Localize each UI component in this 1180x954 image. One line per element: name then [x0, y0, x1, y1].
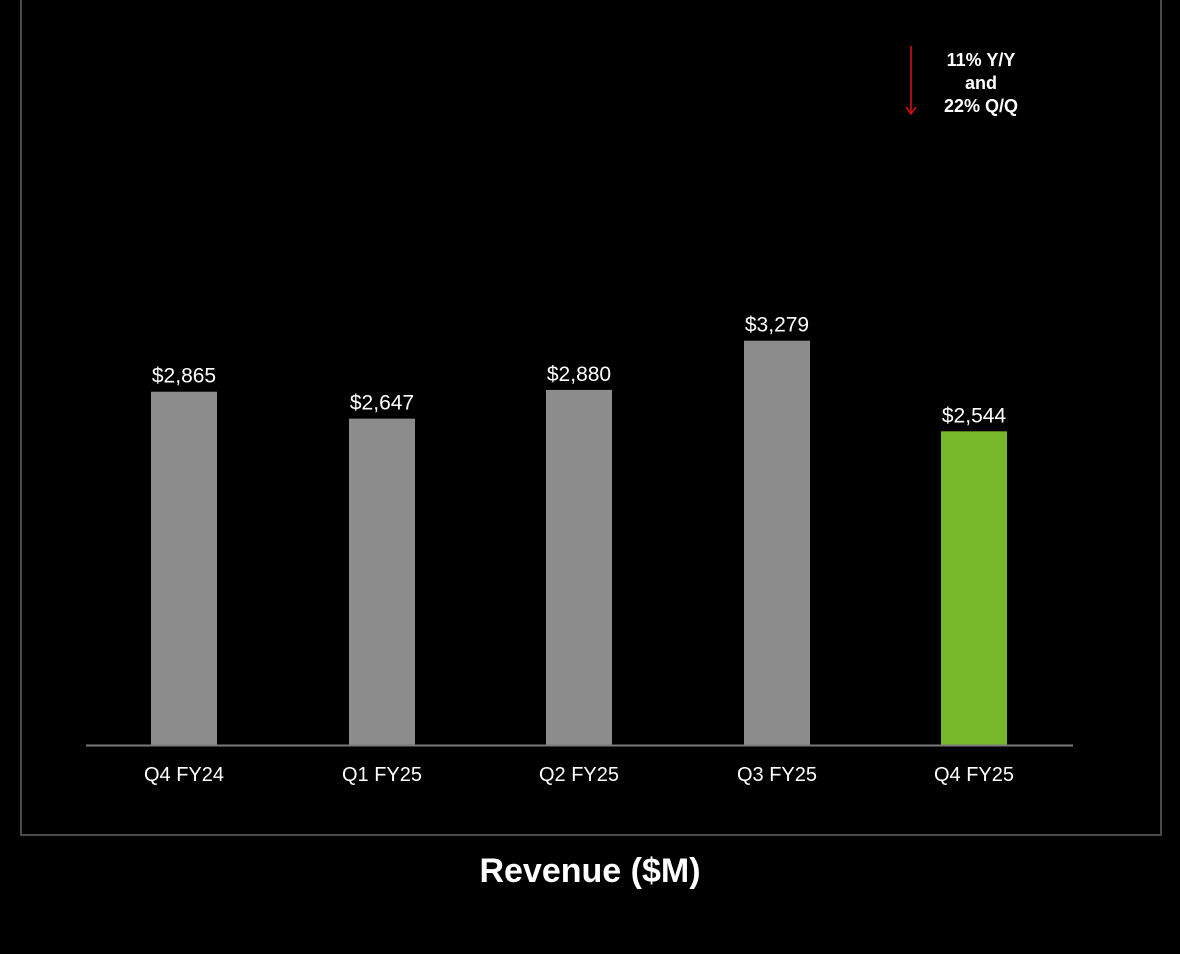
data-label: $2,544 [942, 404, 1007, 427]
bar-q4-fy24 [151, 391, 217, 745]
chart-title: Revenue ($M) [479, 852, 701, 890]
x-tick-label: Q2 FY25 [539, 764, 619, 786]
callout-line-2: and [965, 73, 997, 93]
callout-line-3: 22% Q/Q [944, 96, 1018, 116]
tick-labels-layer: Q4 FY24 Q1 FY25 Q2 FY25 Q3 FY25 Q4 FY25 [144, 764, 1014, 786]
bars-layer: $2,865 $2,647 $2,880 $3,279 $2,544 [151, 314, 1007, 745]
data-label: $2,647 [350, 392, 414, 415]
data-label: $3,279 [745, 314, 809, 337]
data-label: $2,880 [547, 363, 611, 386]
data-label: $2,865 [152, 365, 216, 388]
bar-q1-fy25 [349, 418, 415, 745]
x-tick-label: Q4 FY25 [934, 764, 1014, 786]
annotation-callout: 11% Y/Y and 22% Q/Q [905, 46, 1018, 116]
bar-q2-fy25 [546, 389, 612, 745]
bar-q4-fy25 [941, 431, 1007, 745]
bar-q3-fy25 [744, 340, 810, 745]
callout-line-1: 11% Y/Y [947, 50, 1016, 70]
x-tick-label: Q3 FY25 [737, 764, 817, 786]
chart-frame [20, 0, 1162, 836]
x-tick-label: Q1 FY25 [342, 764, 422, 786]
x-tick-label: Q4 FY24 [144, 764, 224, 786]
arrow-head-icon [905, 106, 917, 116]
